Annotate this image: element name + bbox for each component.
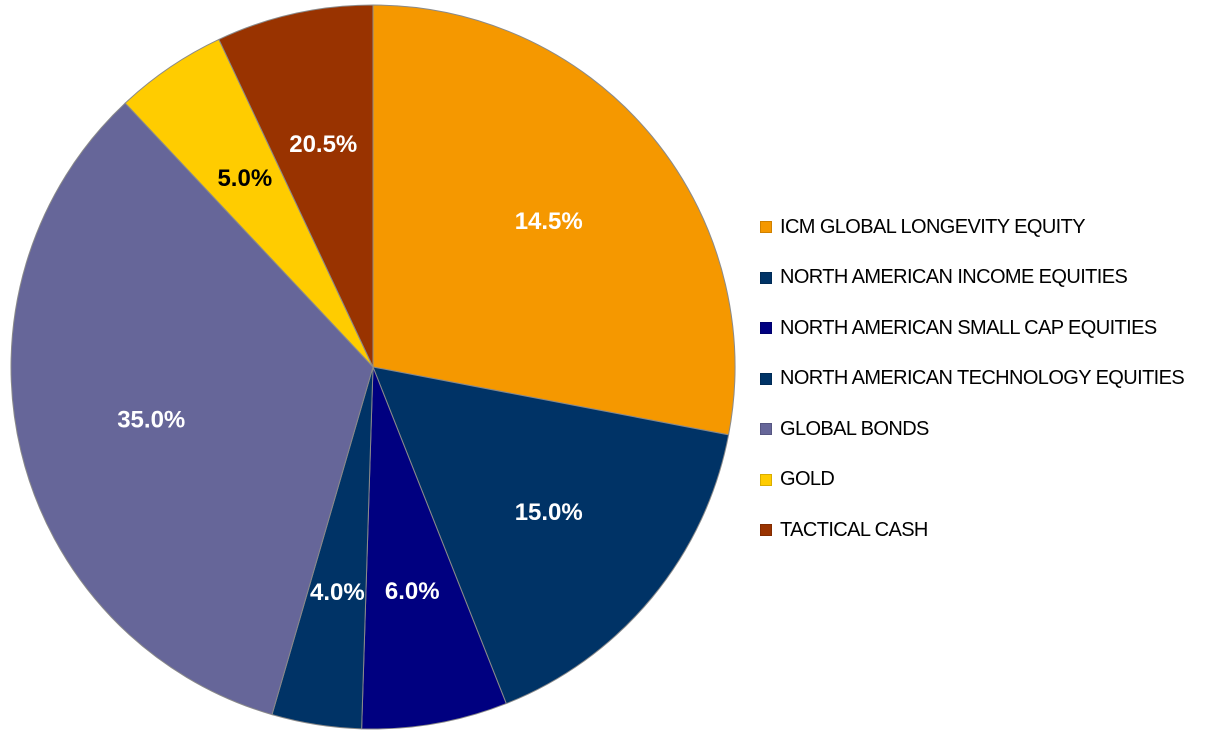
legend-swatch [760, 322, 772, 335]
slice-data-label: 14.5% [515, 208, 583, 235]
legend-swatch [760, 423, 772, 436]
legend-swatch [760, 372, 772, 385]
slice-data-label: 5.0% [217, 165, 272, 192]
slice-data-label: 4.0% [310, 579, 365, 606]
chart-legend: ICM GLOBAL LONGEVITY EQUITY NORTH AMERIC… [760, 202, 1185, 556]
legend-item: GLOBAL BONDS [760, 404, 1184, 455]
slice-data-label: 20.5% [289, 131, 357, 158]
legend-item: NORTH AMERICAN SMALL CAP EQUITIES [760, 303, 1184, 354]
legend-label: GOLD [780, 468, 835, 491]
slice-data-label: 15.0% [515, 499, 583, 526]
slice-data-label: 35.0% [117, 407, 185, 434]
legend-item: TACTICAL CASH [760, 505, 1184, 556]
pie-slice [372, 4, 736, 436]
legend-item: NORTH AMERICAN TECHNOLOGY EQUITIES [760, 354, 1185, 405]
pie-slice [361, 366, 507, 730]
legend-swatch [760, 473, 772, 486]
legend-label: NORTH AMERICAN SMALL CAP EQUITIES [780, 316, 1157, 339]
legend-label: NORTH AMERICAN INCOME EQUITIES [780, 266, 1128, 289]
pie-slice [372, 366, 730, 705]
legend-swatch [760, 524, 772, 537]
pie-chart: 14.5% 15.0% 6.0% 4.0% 35.0% 5.0% 20.5% [10, 4, 736, 730]
legend-swatch [760, 221, 772, 234]
legend-item: ICM GLOBAL LONGEVITY EQUITY [760, 202, 1184, 253]
legend-label: ICM GLOBAL LONGEVITY EQUITY [780, 215, 1086, 238]
legend-swatch [760, 271, 772, 284]
pie-slice [218, 4, 374, 368]
legend-label: TACTICAL CASH [780, 518, 928, 541]
legend-item: NORTH AMERICAN INCOME EQUITIES [760, 253, 1184, 304]
pie-slice [10, 102, 374, 716]
legend-label: NORTH AMERICAN TECHNOLOGY EQUITIES [780, 367, 1185, 390]
legend-label: GLOBAL BONDS [780, 417, 929, 440]
slice-data-label: 6.0% [385, 578, 440, 605]
legend-item: GOLD [760, 455, 1184, 506]
